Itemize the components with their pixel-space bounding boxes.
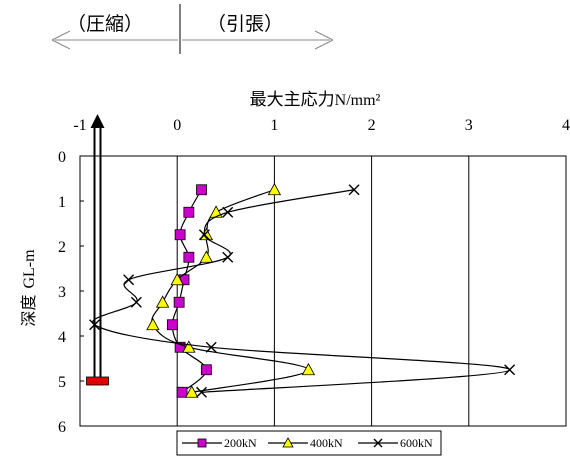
x-tick-label: 3 [465,117,473,134]
y-tick-label: 1 [58,194,66,211]
tension-label: （引張） [207,13,283,35]
legend-items: 200kN 400kN 600kN [182,436,433,450]
legend-marker [373,438,383,448]
plot-area: -1 0 1 2 3 4 0 1 2 3 4 5 6 [58,114,570,436]
x-tick-label: -1 [73,117,86,134]
pile-diagram [86,114,109,386]
x-tick-label: 1 [270,117,278,134]
legend-label: 600kN [400,436,433,450]
data-point [183,206,195,218]
data-point [183,251,195,263]
data-point [123,274,135,286]
direction-header: （圧縮） （引張） [51,4,334,54]
data-point [205,341,217,353]
data-point [301,362,316,376]
y-axis-title-unit: GL-m [21,249,38,289]
y-tick-label: 4 [58,329,66,346]
y-tick-label: 5 [58,374,66,391]
series-line [171,189,208,393]
data-point [166,319,178,331]
series-layer [89,182,516,398]
data-point [196,184,207,196]
data-point [130,296,142,308]
tension-arrow-head [314,30,334,50]
data-point [170,272,184,286]
legend-label: 200kN [224,436,257,450]
x-axis-title: 最大主応力N/mm² [250,90,381,110]
data-point [222,251,234,263]
y-tick-labels: 0 1 2 3 4 5 6 [58,149,84,436]
y-axis-title: 深度 GL-m [19,249,38,327]
legend-item: 200kN [182,436,257,450]
compression-arrow-head [51,30,71,50]
data-point [89,319,101,331]
y-tick-label: 0 [58,149,66,166]
legend-marker [197,438,207,448]
x-axis-title-unit: N/mm² [335,92,381,109]
legend-item: 400kN [268,436,343,450]
series-200kN [166,184,212,398]
data-point [182,340,196,353]
data-point [504,364,516,376]
load-arrow-icon [90,114,105,128]
y-tick-label: 6 [58,419,66,436]
data-point [155,295,170,308]
data-point [174,341,186,353]
gridlines [176,156,470,426]
legend-item: 600kN [358,436,433,450]
legend-label: 400kN [310,436,343,450]
x-tick-label: 4 [562,117,570,134]
data-point [348,184,360,196]
data-point [173,296,185,308]
series-400kN [146,182,316,398]
series-line [151,189,310,393]
legend-marker [282,437,294,448]
y-axis-title-main: 深度 [19,295,38,327]
data-point [209,205,223,218]
compression-label: （圧縮） [67,13,143,35]
data-point [146,317,160,331]
data-point [196,386,207,398]
x-tick-label: 2 [368,117,376,134]
data-point [222,206,234,218]
data-point [174,229,186,241]
legend: 200kN 400kN 600kN [176,430,442,456]
pile-tip [86,376,109,386]
data-point [267,182,282,196]
data-point [200,364,212,376]
data-point [199,250,214,263]
data-point [185,385,199,398]
x-axis-title-main: 最大主応力 [250,90,335,110]
series-line [91,189,511,393]
x-tick-labels: -1 0 1 2 3 4 [73,117,570,134]
data-point [176,386,188,398]
y-tick-label: 2 [58,239,66,256]
x-tick-label: 0 [173,117,181,134]
data-point [198,229,210,241]
y-tick-label: 3 [58,284,66,301]
series-600kN [89,184,516,398]
